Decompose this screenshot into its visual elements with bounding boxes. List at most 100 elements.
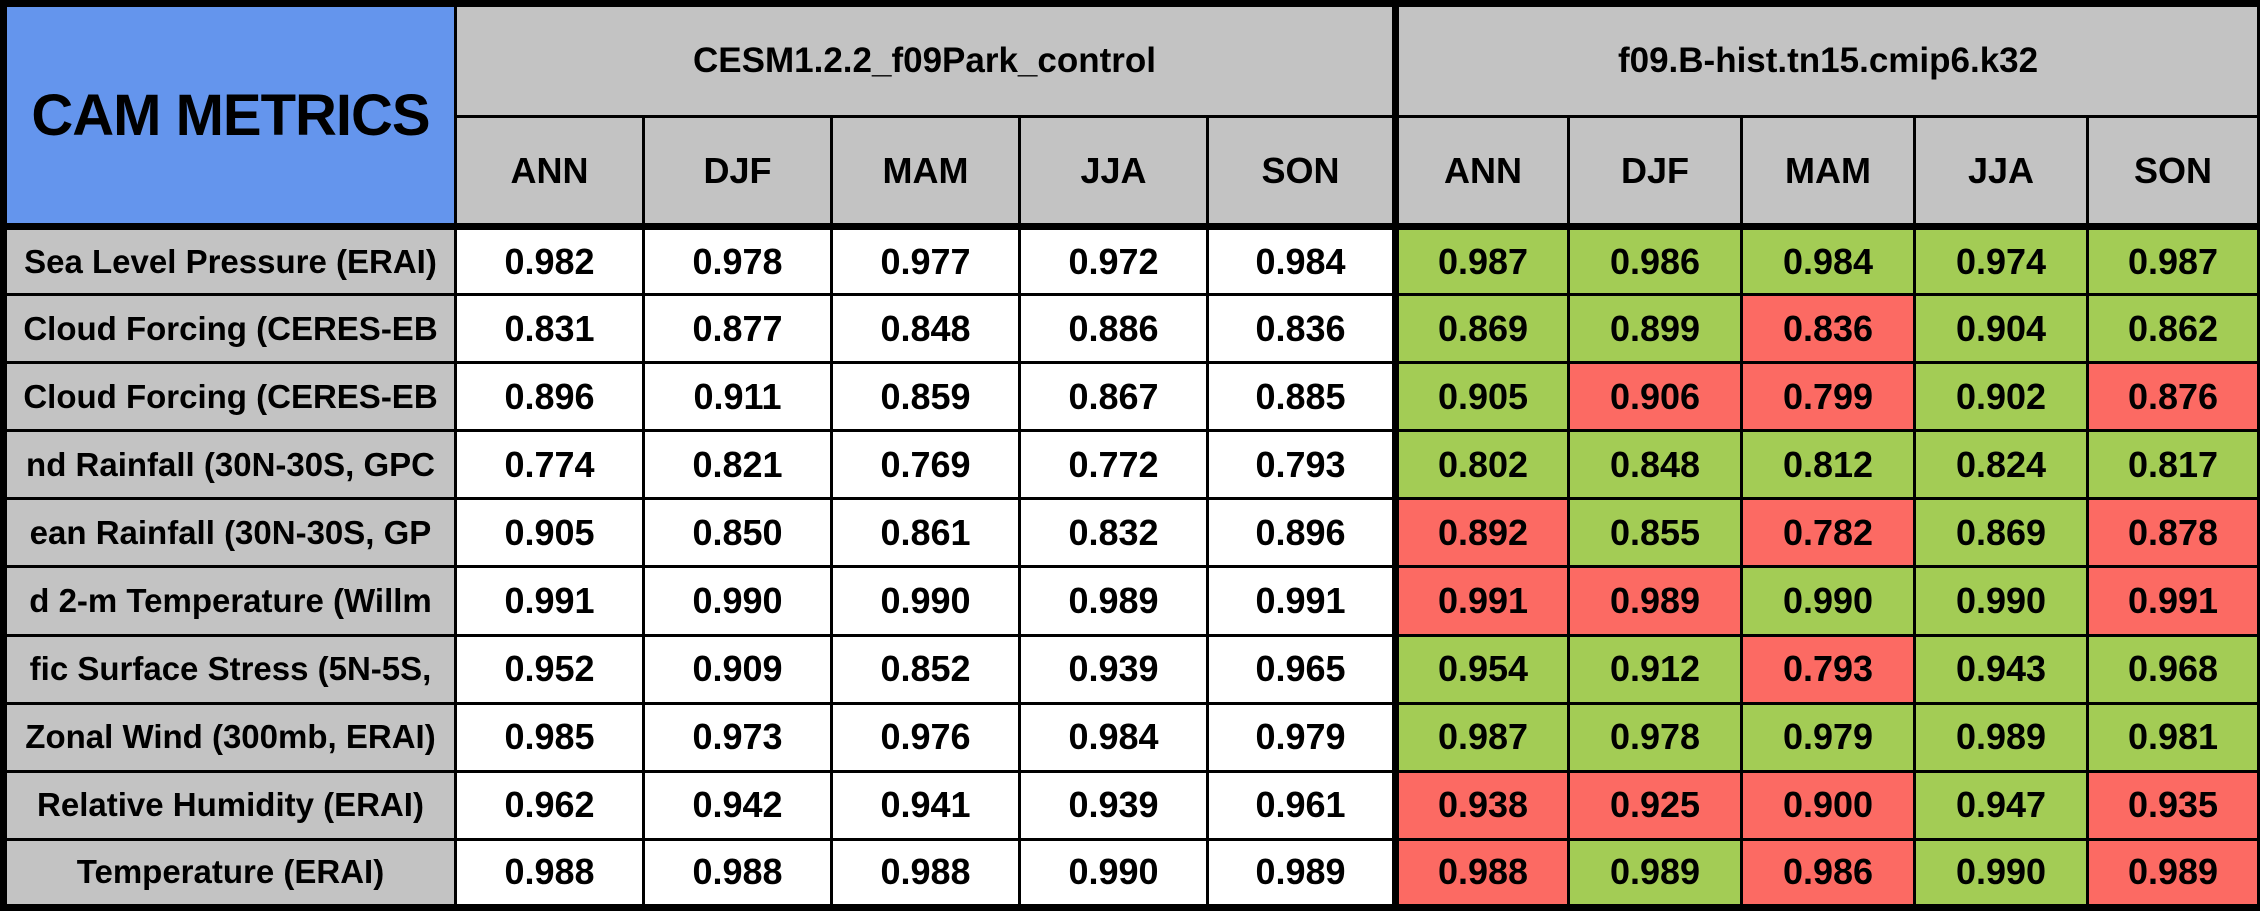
- metric-row: Relative Humidity (ERAI) 0.962 0.942 0.941 0…: [2, 769, 2260, 841]
- test-value-cell-red: 0.989: [2086, 837, 2260, 910]
- season-header-control-djf: DJF: [642, 115, 833, 230]
- test-value-cell-red: 0.836: [1740, 293, 1917, 365]
- test-value-cell-green: 0.978: [1567, 701, 1744, 773]
- test-value-cell-green: 0.947: [1913, 769, 2090, 841]
- season-header-test-jja: JJA: [1913, 115, 2090, 230]
- metric-row: Sea Level Pressure (ERAI) 0.982 0.978 0.977…: [2, 224, 2260, 297]
- control-value-cell: 0.972: [1018, 224, 1209, 297]
- test-value-cell-red: 0.991: [2086, 565, 2260, 637]
- control-value-cell: 0.832: [1018, 497, 1209, 569]
- control-value-cell: 0.859: [830, 361, 1021, 433]
- control-value-cell: 0.952: [454, 633, 645, 705]
- control-value-cell: 0.867: [1018, 361, 1209, 433]
- test-value-cell-green: 0.869: [1392, 293, 1571, 365]
- metric-label: Relative Humidity (ERAI): [2, 769, 457, 841]
- control-value-cell: 0.991: [1205, 565, 1398, 637]
- test-value-cell-green: 0.987: [2086, 224, 2260, 297]
- model-group-header-control: CESM1.2.2_f09Park_control: [453, 2, 1398, 118]
- control-value-cell: 0.984: [1205, 224, 1398, 297]
- control-value-cell: 0.962: [454, 769, 645, 841]
- control-value-cell: 0.911: [642, 361, 833, 433]
- control-value-cell: 0.821: [642, 429, 833, 501]
- test-value-cell-green: 0.904: [1913, 293, 2090, 365]
- control-value-cell: 0.989: [1205, 837, 1398, 910]
- control-value-cell: 0.988: [642, 837, 833, 910]
- test-value-cell-red: 0.799: [1740, 361, 1917, 433]
- metric-label: Zonal Wind (300mb, ERAI): [2, 701, 457, 773]
- test-value-cell-red: 0.782: [1740, 497, 1917, 569]
- test-value-cell-green: 0.862: [2086, 293, 2260, 365]
- test-value-cell-green: 0.987: [1392, 701, 1571, 773]
- control-value-cell: 0.836: [1205, 293, 1398, 365]
- control-value-cell: 0.978: [642, 224, 833, 297]
- test-value-cell-red: 0.876: [2086, 361, 2260, 433]
- test-value-cell-red: 0.900: [1740, 769, 1917, 841]
- control-value-cell: 0.831: [454, 293, 645, 365]
- metric-row: Zonal Wind (300mb, ERAI) 0.985 0.973 0.976 0…: [2, 701, 2260, 773]
- control-value-cell: 0.990: [642, 565, 833, 637]
- control-value-cell: 0.988: [454, 837, 645, 910]
- season-header-test-son: SON: [2086, 115, 2260, 230]
- control-value-cell: 0.985: [454, 701, 645, 773]
- test-value-cell-red: 0.906: [1567, 361, 1744, 433]
- control-value-cell: 0.861: [830, 497, 1021, 569]
- test-value-cell-green: 0.869: [1913, 497, 2090, 569]
- metric-row: Cloud Forcing (CERES-EB 0.896 0.911 0.859 0.…: [2, 361, 2260, 433]
- test-value-cell-red: 0.938: [1392, 769, 1571, 841]
- control-value-cell: 0.772: [1018, 429, 1209, 501]
- model-group-header-test: f09.B-hist.tn15.cmip6.k32: [1392, 2, 2260, 118]
- metric-label: Temperature (ERAI): [2, 837, 457, 910]
- control-value-cell: 0.905: [454, 497, 645, 569]
- metric-row: Temperature (ERAI) 0.988 0.988 0.988 0.990 0.…: [2, 837, 2260, 910]
- test-value-cell-green: 0.943: [1913, 633, 2090, 705]
- test-value-cell-green: 0.812: [1740, 429, 1917, 501]
- control-value-cell: 0.886: [1018, 293, 1209, 365]
- test-value-cell-green: 0.848: [1567, 429, 1744, 501]
- season-header-test-ann: ANN: [1392, 115, 1571, 230]
- metric-label: Cloud Forcing (CERES-EB: [2, 293, 457, 365]
- metric-label: nd Rainfall (30N-30S, GPC: [2, 429, 457, 501]
- test-value-cell-green: 0.824: [1913, 429, 2090, 501]
- control-value-cell: 0.976: [830, 701, 1021, 773]
- control-value-cell: 0.989: [1018, 565, 1209, 637]
- test-value-cell-green: 0.990: [1913, 565, 2090, 637]
- table-title: CAM METRICS: [2, 2, 457, 230]
- test-value-cell-green: 0.990: [1740, 565, 1917, 637]
- test-value-cell-red: 0.892: [1392, 497, 1571, 569]
- control-value-cell: 0.965: [1205, 633, 1398, 705]
- control-value-cell: 0.939: [1018, 769, 1209, 841]
- test-value-cell-red: 0.793: [1740, 633, 1917, 705]
- control-value-cell: 0.774: [454, 429, 645, 501]
- metric-label: Cloud Forcing (CERES-EB: [2, 361, 457, 433]
- test-value-cell-green: 0.974: [1913, 224, 2090, 297]
- test-value-cell-green: 0.984: [1740, 224, 1917, 297]
- season-header-test-mam: MAM: [1740, 115, 1917, 230]
- control-value-cell: 0.769: [830, 429, 1021, 501]
- control-value-cell: 0.977: [830, 224, 1021, 297]
- test-value-cell-red: 0.989: [1567, 565, 1744, 637]
- metric-label: Sea Level Pressure (ERAI): [2, 224, 457, 297]
- control-value-cell: 0.991: [454, 565, 645, 637]
- test-value-cell-green: 0.989: [1567, 837, 1744, 910]
- control-value-cell: 0.896: [454, 361, 645, 433]
- metrics-table-body: Sea Level Pressure (ERAI) 0.982 0.978 0.977…: [2, 224, 2260, 910]
- test-value-cell-green: 0.855: [1567, 497, 1744, 569]
- control-value-cell: 0.961: [1205, 769, 1398, 841]
- test-value-cell-red: 0.988: [1392, 837, 1571, 910]
- metric-label: ean Rainfall (30N-30S, GP: [2, 497, 457, 569]
- test-value-cell-red: 0.986: [1740, 837, 1917, 910]
- test-value-cell-green: 0.905: [1392, 361, 1571, 433]
- metric-row: nd Rainfall (30N-30S, GPC 0.774 0.821 0.769…: [2, 429, 2260, 501]
- metric-label: fic Surface Stress (5N-5S,: [2, 633, 457, 705]
- season-header-control-son: SON: [1205, 115, 1398, 230]
- model-header-row: CAM METRICS CESM1.2.2_f09Park_control f0…: [2, 2, 2260, 230]
- test-value-cell-green: 0.968: [2086, 633, 2260, 705]
- test-value-cell-green: 0.912: [1567, 633, 1744, 705]
- test-value-cell-green: 0.981: [2086, 701, 2260, 773]
- control-value-cell: 0.984: [1018, 701, 1209, 773]
- metric-row: ean Rainfall (30N-30S, GP 0.905 0.850 0.861…: [2, 497, 2260, 569]
- test-value-cell-green: 0.802: [1392, 429, 1571, 501]
- test-value-cell-green: 0.817: [2086, 429, 2260, 501]
